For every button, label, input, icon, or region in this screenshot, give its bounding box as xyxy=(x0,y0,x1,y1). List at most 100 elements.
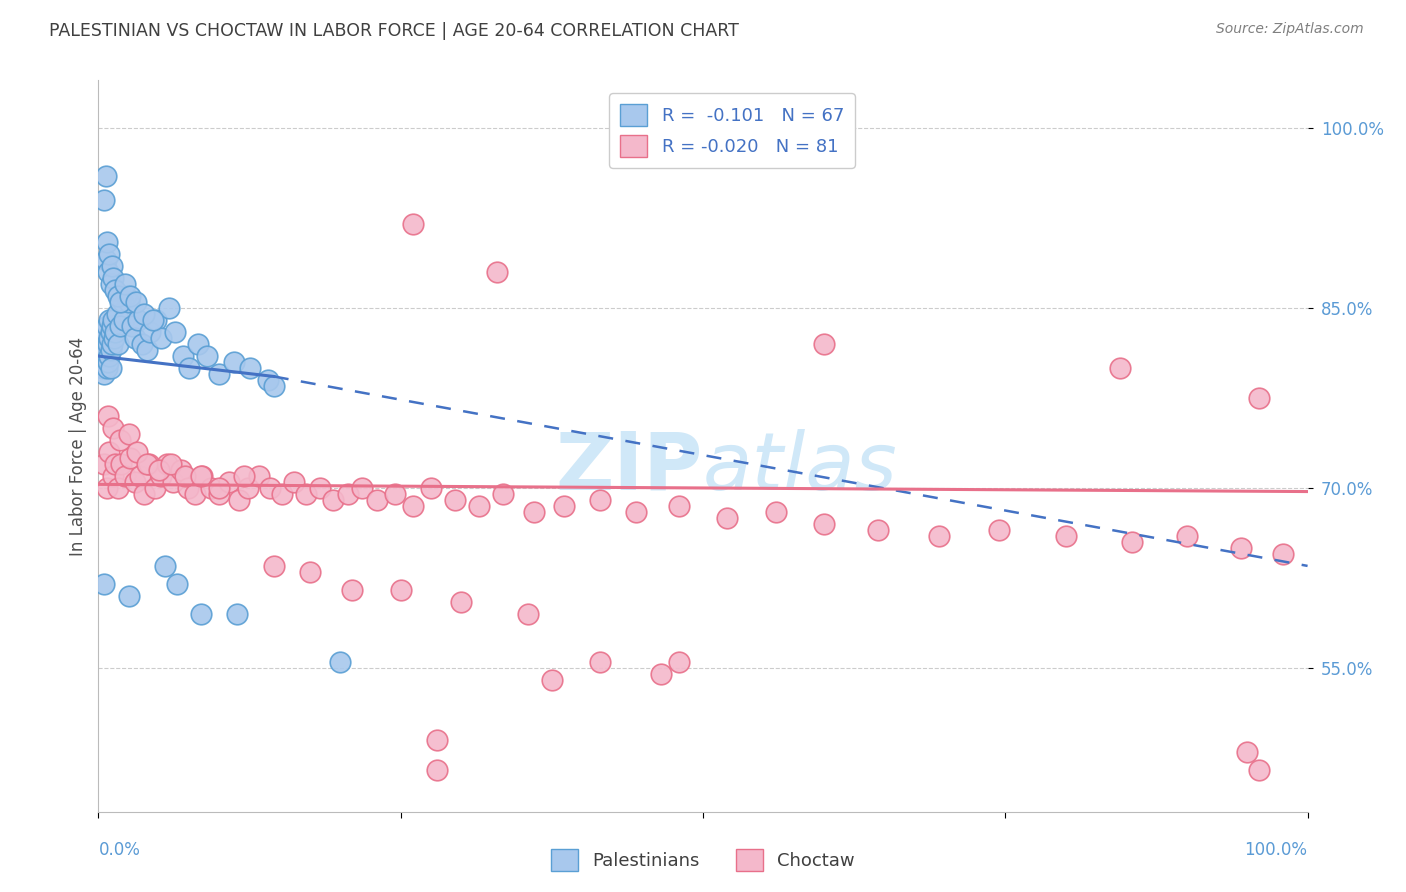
Point xyxy=(139,325,162,339)
Point xyxy=(295,487,318,501)
Text: ZIP: ZIP xyxy=(555,429,703,507)
Point xyxy=(177,481,200,495)
Point xyxy=(226,607,249,621)
Point xyxy=(118,289,141,303)
Point xyxy=(156,457,179,471)
Point xyxy=(98,247,121,261)
Point xyxy=(97,409,120,423)
Point xyxy=(668,499,690,513)
Point xyxy=(256,373,278,387)
Point xyxy=(322,492,344,507)
Point xyxy=(263,379,285,393)
Text: Source: ZipAtlas.com: Source: ZipAtlas.com xyxy=(1216,22,1364,37)
Point xyxy=(91,337,114,351)
Point xyxy=(148,463,170,477)
Point xyxy=(172,349,194,363)
Point xyxy=(160,457,183,471)
Point xyxy=(716,511,738,525)
Point xyxy=(928,529,950,543)
Point xyxy=(114,469,136,483)
Point xyxy=(107,289,129,303)
Point xyxy=(93,331,115,345)
Point xyxy=(135,343,157,357)
Point xyxy=(112,313,135,327)
Point xyxy=(190,469,212,483)
Point xyxy=(103,331,125,345)
Point xyxy=(97,337,120,351)
Point xyxy=(101,469,124,483)
Point xyxy=(100,319,122,334)
Point xyxy=(121,319,143,334)
Point xyxy=(96,319,118,334)
Point xyxy=(105,307,128,321)
Point xyxy=(166,577,188,591)
Point xyxy=(134,307,156,321)
Point xyxy=(145,313,167,327)
Point xyxy=(93,577,115,591)
Point xyxy=(988,523,1011,537)
Point xyxy=(263,558,285,573)
Point xyxy=(1249,391,1271,405)
Point xyxy=(125,295,148,310)
Point xyxy=(93,193,115,207)
Point xyxy=(94,349,117,363)
Text: PALESTINIAN VS CHOCTAW IN LABOR FORCE | AGE 20-64 CORRELATION CHART: PALESTINIAN VS CHOCTAW IN LABOR FORCE | … xyxy=(49,22,740,40)
Point xyxy=(450,595,472,609)
Point xyxy=(247,469,270,483)
Point xyxy=(402,217,425,231)
Point xyxy=(208,487,231,501)
Point xyxy=(100,259,122,273)
Text: 100.0%: 100.0% xyxy=(1244,841,1308,859)
Point xyxy=(191,469,214,483)
Point xyxy=(238,481,260,495)
Point xyxy=(108,433,131,447)
Point xyxy=(308,481,330,495)
Point xyxy=(101,271,124,285)
Point xyxy=(98,313,121,327)
Point xyxy=(143,481,166,495)
Point xyxy=(104,325,127,339)
Point xyxy=(523,505,546,519)
Point xyxy=(283,475,305,489)
Point xyxy=(128,469,150,483)
Point xyxy=(98,349,121,363)
Point xyxy=(94,169,117,184)
Point xyxy=(100,343,122,357)
Point xyxy=(589,655,612,669)
Point xyxy=(94,253,117,268)
Point xyxy=(187,337,209,351)
Point xyxy=(114,277,136,292)
Point xyxy=(104,457,127,471)
Point xyxy=(104,283,127,297)
Point xyxy=(100,277,122,292)
Point xyxy=(271,487,294,501)
Point xyxy=(299,565,322,579)
Point xyxy=(96,481,118,495)
Point xyxy=(174,469,197,483)
Point xyxy=(101,313,124,327)
Point xyxy=(190,607,212,621)
Point xyxy=(239,361,262,376)
Point xyxy=(96,343,118,357)
Point xyxy=(162,475,184,489)
Point xyxy=(135,457,157,471)
Point xyxy=(208,367,231,381)
Point xyxy=(124,475,146,489)
Point xyxy=(118,427,141,442)
Point xyxy=(157,301,180,315)
Point xyxy=(1249,763,1271,777)
Point xyxy=(134,487,156,501)
Point xyxy=(342,582,364,597)
Point xyxy=(232,469,254,483)
Point xyxy=(1175,529,1198,543)
Point xyxy=(1236,745,1258,759)
Point xyxy=(208,481,231,495)
Point xyxy=(163,325,186,339)
Point xyxy=(97,265,120,279)
Point xyxy=(218,475,240,489)
Point xyxy=(150,469,173,483)
Point xyxy=(516,607,538,621)
Point xyxy=(101,421,124,435)
Point xyxy=(118,450,141,465)
Point xyxy=(107,337,129,351)
